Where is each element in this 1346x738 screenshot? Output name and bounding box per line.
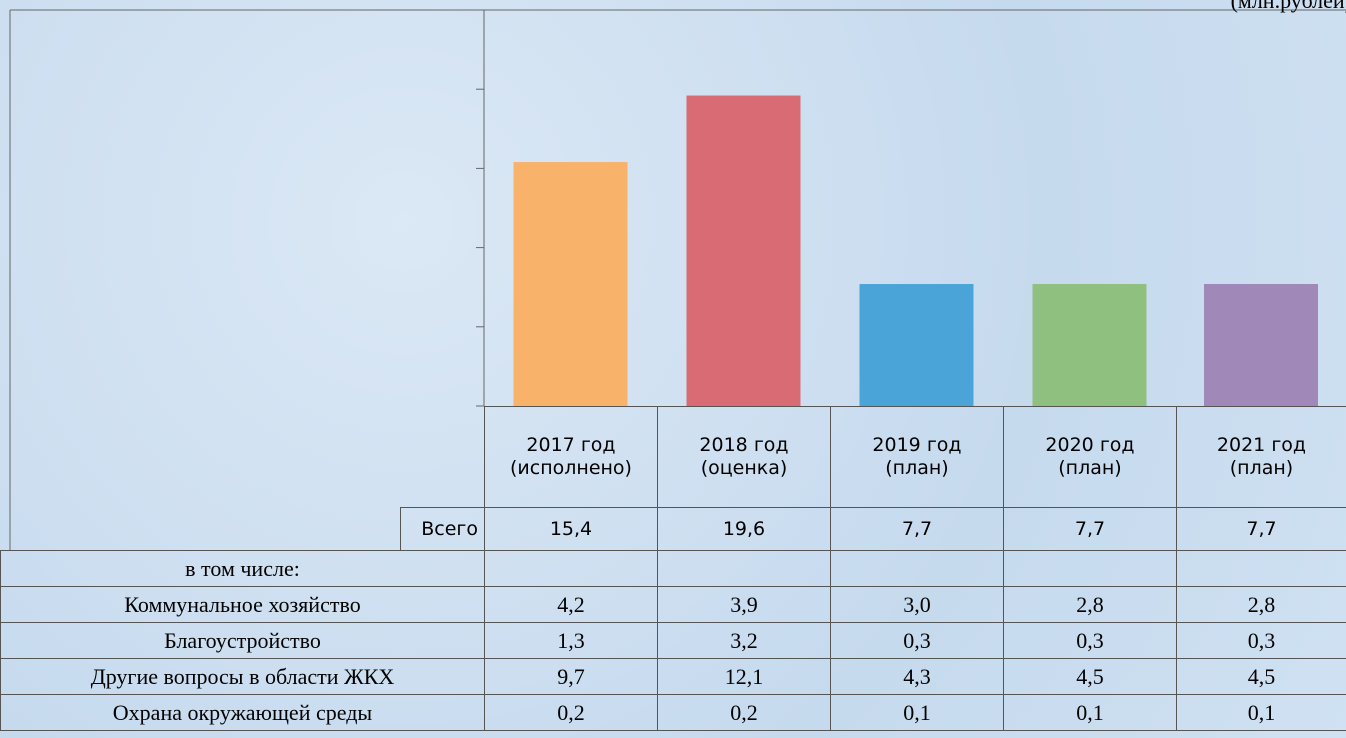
table-value: 0,2 (657, 694, 831, 731)
table-cell (657, 550, 831, 587)
row-label: в том числе: (0, 550, 485, 587)
row-label: Коммунальное хозяйство (0, 586, 485, 623)
total-label: 7,7 (1176, 507, 1346, 551)
bar (859, 284, 974, 406)
category-label: 2017 год (исполнено) (484, 406, 658, 508)
table-cell (1176, 550, 1346, 587)
table-value: 2,8 (1176, 586, 1346, 623)
row-label: Другие вопросы в области ЖКХ (0, 658, 485, 695)
table-value: 4,2 (484, 586, 658, 623)
table-cell (484, 550, 658, 587)
total-label: 7,7 (1003, 507, 1177, 551)
table-value: 3,2 (657, 622, 831, 659)
table-value: 3,0 (830, 586, 1004, 623)
table-value: 0,1 (1003, 694, 1177, 731)
category-label: 2020 год (план) (1003, 406, 1177, 508)
row-label: Благоустройство (0, 622, 485, 659)
category-label: 2018 год (оценка) (657, 406, 831, 508)
table-value: 0,1 (1176, 694, 1346, 731)
row-label: Охрана окружающей среды (0, 694, 485, 731)
category-label: 2019 год (план) (830, 406, 1004, 508)
table-value: 9,7 (484, 658, 658, 695)
table-value: 4,3 (830, 658, 1004, 695)
bar (513, 162, 628, 406)
unit-note: (млн.рублей) (1230, 0, 1346, 13)
total-label: 7,7 (830, 507, 1004, 551)
table-value: 4,5 (1003, 658, 1177, 695)
table-value: 0,3 (830, 622, 1004, 659)
table-value: 0,3 (1003, 622, 1177, 659)
category-label: 2021 год (план) (1176, 406, 1346, 508)
table-value: 4,5 (1176, 658, 1346, 695)
table-value: 0,3 (1176, 622, 1346, 659)
total-label: 15,4 (484, 507, 658, 551)
table-value: 1,3 (484, 622, 658, 659)
total-row-label: Всего (400, 507, 485, 551)
table-cell (830, 550, 1004, 587)
total-label: 19,6 (657, 507, 831, 551)
bar (686, 95, 801, 406)
table-value: 12,1 (657, 658, 831, 695)
table-value: 3,9 (657, 586, 831, 623)
bar (1204, 284, 1318, 406)
table-cell (1003, 550, 1177, 587)
table-value: 0,2 (484, 694, 658, 731)
bar (1032, 284, 1147, 406)
table-value: 2,8 (1003, 586, 1177, 623)
table-value: 0,1 (830, 694, 1004, 731)
